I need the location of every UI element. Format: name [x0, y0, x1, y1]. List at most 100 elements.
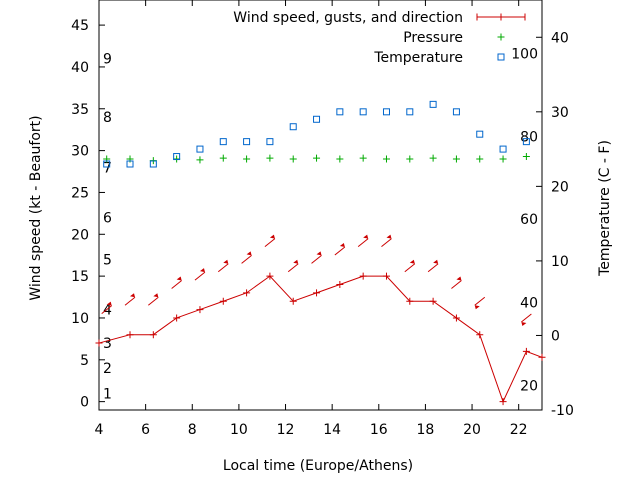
- wind-arrow-shaft: [521, 313, 532, 323]
- x-axis-label: Local time (Europe/Athens): [223, 458, 413, 474]
- beaufort-label: 1: [103, 386, 112, 402]
- y-tick-label: 5: [80, 353, 89, 369]
- wind-speed-point: [429, 297, 437, 305]
- y2-axis-label: Temperature (C - F): [597, 140, 613, 277]
- wind-direction-arrow: [451, 276, 462, 289]
- wind-arrow-shaft: [334, 246, 346, 256]
- x-tick-label: 16: [370, 422, 388, 438]
- wind-direction-arrow: [194, 268, 206, 281]
- wind-arrow-head: [269, 234, 275, 239]
- pressure-point: [429, 154, 437, 162]
- pressure-point: [499, 155, 507, 163]
- wind-speed-point: [266, 272, 274, 280]
- y2-tick-label: -10: [551, 403, 574, 419]
- x-tick-label: 18: [417, 422, 435, 438]
- wind-direction-arrow: [521, 313, 532, 326]
- wind-arrow-head: [153, 293, 159, 298]
- temperature-point: [149, 160, 157, 168]
- pressure-point: [243, 155, 251, 163]
- wind-speed-point: [196, 306, 204, 314]
- temperature-point: [476, 130, 484, 138]
- wind-arrow-shaft: [194, 271, 206, 281]
- wind-direction-arrow: [124, 293, 136, 306]
- wind-arrow-shaft: [148, 296, 159, 306]
- wind-direction-arrow: [148, 293, 159, 306]
- wind-arrow-shaft: [404, 263, 416, 273]
- beaufort-label: 7: [103, 160, 112, 176]
- wind-direction-arrow: [427, 259, 439, 273]
- fahrenheit-label: 100: [511, 47, 538, 63]
- pressure-point: [289, 155, 297, 163]
- fahrenheit-label: 80: [520, 129, 538, 145]
- wind-direction-arrow: [311, 251, 322, 264]
- x-tick-label: 22: [510, 422, 528, 438]
- y2-tick-label: 30: [551, 105, 569, 121]
- fahrenheit-label: 40: [520, 296, 538, 312]
- wind-arrow-shaft: [427, 263, 439, 273]
- temperature-point: [313, 115, 321, 123]
- wind-arrow-shaft: [264, 238, 276, 248]
- beaufort-label: 6: [103, 211, 112, 227]
- wind-arrow-shaft: [101, 305, 113, 314]
- beaufort-label: 8: [103, 110, 112, 126]
- beaufort-label: 9: [103, 52, 112, 68]
- temperature-point: [243, 138, 251, 146]
- legend-temperature-marker: [497, 53, 505, 61]
- pressure-point: [313, 154, 321, 162]
- wind-direction-arrow: [241, 251, 252, 264]
- y-tick-label: 0: [80, 395, 89, 411]
- y-tick-label: 45: [71, 18, 89, 34]
- wind-arrow-shaft: [171, 280, 182, 289]
- temperature-point: [126, 160, 134, 168]
- pressure-point: [196, 156, 204, 164]
- wind-speed-point: [476, 331, 484, 339]
- temperature-point: [103, 160, 111, 168]
- pressure-point: [219, 154, 227, 162]
- y2-tick-label: 20: [551, 179, 569, 195]
- wind-speed-point: [95, 339, 103, 347]
- legend-label-0: Wind speed, gusts, and direction: [233, 10, 463, 26]
- wind-arrow-head: [316, 251, 322, 256]
- y-tick-label: 25: [71, 185, 89, 201]
- y2-tick-label: 0: [551, 328, 560, 344]
- temperature-point: [499, 145, 507, 153]
- wind-arrow-head: [363, 234, 369, 239]
- pressure-point: [336, 155, 344, 163]
- wind-arrow-shaft: [381, 238, 392, 248]
- y-tick-label: 30: [71, 144, 89, 160]
- wind-arrow-head: [176, 276, 182, 281]
- legend-label-2: Temperature: [373, 50, 463, 66]
- pressure-point: [359, 154, 367, 162]
- wind-direction-arrow: [217, 259, 229, 273]
- wind-arrow-shaft: [311, 254, 322, 264]
- x-tick-label: 8: [188, 422, 197, 438]
- wind-arrow-head: [521, 321, 527, 326]
- x-tick-label: 10: [230, 422, 248, 438]
- beaufort-label: 4: [103, 303, 112, 319]
- wind-arrow-head: [339, 243, 345, 248]
- pressure-point: [382, 155, 390, 163]
- x-tick-label: 12: [277, 422, 295, 438]
- wind-direction-arrow: [404, 259, 416, 273]
- wind-direction-arrow: [101, 301, 113, 314]
- wind-speed-point: [289, 297, 297, 305]
- y-tick-label: 10: [71, 311, 89, 327]
- wind-arrow-head: [474, 305, 480, 310]
- y-tick-label: 20: [71, 227, 89, 243]
- wind-speed-point: [219, 297, 227, 305]
- wind-speed-point: [359, 272, 367, 280]
- beaufort-label: 2: [103, 361, 112, 377]
- y-axis-label: Wind speed (kt - Beaufort): [28, 115, 44, 300]
- wind-speed-point: [382, 272, 390, 280]
- wind-speed-point: [452, 314, 460, 322]
- wind-speed-point: [126, 331, 134, 339]
- temperature-point: [382, 108, 390, 116]
- wind-speed-point: [313, 289, 321, 297]
- fahrenheit-label: 60: [520, 212, 538, 228]
- pressure-point: [173, 155, 181, 163]
- wind-arrow-head: [199, 268, 205, 273]
- wind-arrow-head: [433, 259, 439, 264]
- y2-tick-label: 10: [551, 254, 569, 270]
- y2-tick-label: 40: [551, 30, 569, 46]
